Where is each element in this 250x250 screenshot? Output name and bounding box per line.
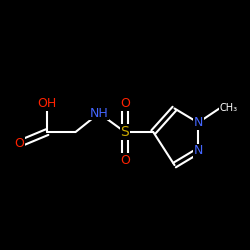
Text: N: N [194, 144, 203, 158]
Text: OH: OH [38, 97, 57, 110]
Text: O: O [14, 137, 24, 150]
Text: S: S [120, 125, 130, 139]
Text: CH₃: CH₃ [219, 104, 238, 114]
Text: O: O [120, 97, 130, 110]
Text: O: O [120, 154, 130, 167]
Text: N: N [194, 116, 203, 129]
Text: NH: NH [90, 107, 108, 120]
